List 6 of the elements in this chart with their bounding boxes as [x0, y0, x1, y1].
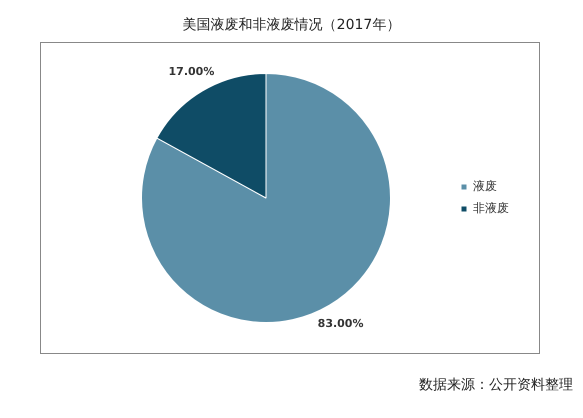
chart-title: 美国液废和非液废情况（2017年） [182, 16, 402, 35]
source-note: 数据来源：公开资料整理 [418, 376, 574, 394]
legend-label: 液废 [473, 179, 497, 194]
legend-label: 非液废 [473, 201, 509, 216]
data-label: 17.00% [168, 64, 214, 78]
data-label: 83.00% [318, 316, 364, 330]
